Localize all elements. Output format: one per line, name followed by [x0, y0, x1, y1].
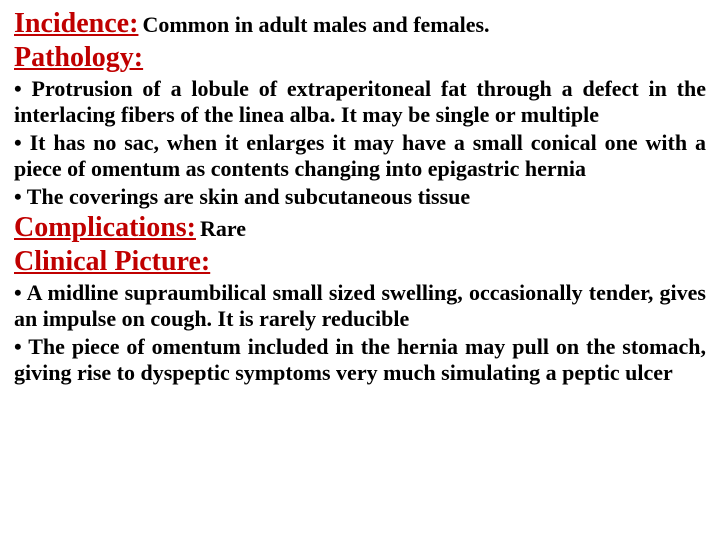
- complications-row: Complications: Rare: [14, 212, 706, 244]
- pathology-bullet-1: • Protrusion of a lobule of extraperiton…: [14, 76, 706, 128]
- complications-heading: Complications:: [14, 212, 196, 243]
- incidence-row: Incidence: Common in adult males and fem…: [14, 8, 706, 40]
- clinical-bullet-1: • A midline supraumbilical small sized s…: [14, 280, 706, 332]
- pathology-heading: Pathology:: [14, 42, 143, 73]
- pathology-bullet-2: • It has no sac, when it enlarges it may…: [14, 130, 706, 182]
- pathology-bullet-3: • The coverings are skin and subcutaneou…: [14, 184, 706, 210]
- clinical-row: Clinical Picture:: [14, 246, 706, 278]
- clinical-bullet-2: • The piece of omentum included in the h…: [14, 334, 706, 386]
- incidence-text: Common in adult males and females.: [142, 12, 489, 37]
- clinical-heading: Clinical Picture:: [14, 246, 210, 277]
- complications-text: Rare: [200, 216, 246, 241]
- pathology-row: Pathology:: [14, 42, 706, 74]
- incidence-heading: Incidence:: [14, 8, 138, 39]
